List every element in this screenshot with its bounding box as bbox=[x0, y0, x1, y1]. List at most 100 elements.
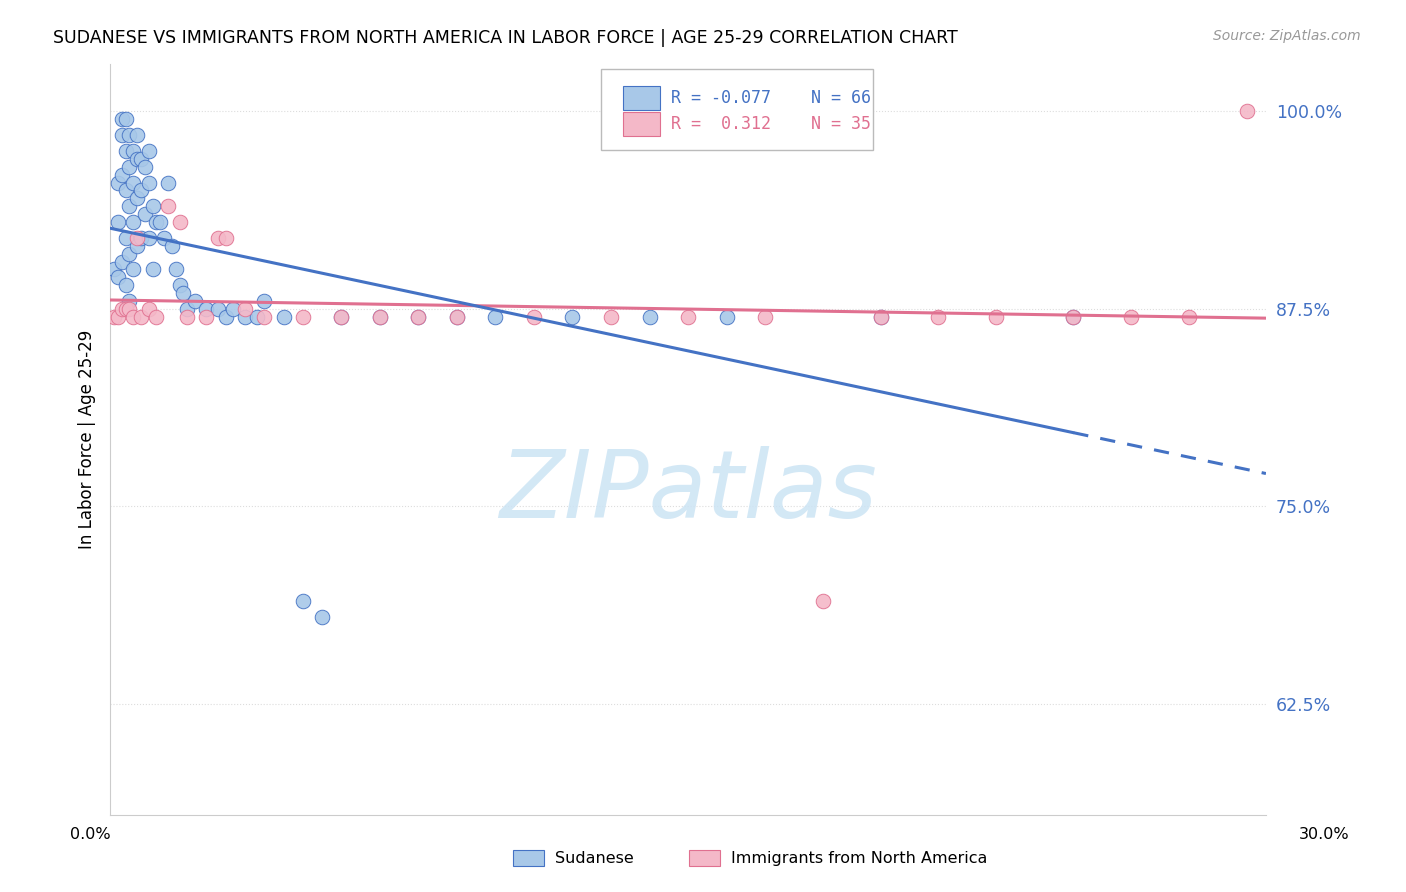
Point bbox=[129, 231, 152, 245]
Point bbox=[927, 310, 949, 324]
Point bbox=[484, 310, 506, 324]
Point bbox=[114, 112, 136, 127]
Point bbox=[368, 310, 391, 324]
Point bbox=[107, 215, 129, 229]
Point bbox=[134, 160, 156, 174]
Point bbox=[311, 610, 333, 624]
Point bbox=[138, 231, 160, 245]
Point bbox=[118, 199, 141, 213]
Point bbox=[129, 310, 152, 324]
Point bbox=[1236, 104, 1258, 119]
Point bbox=[291, 310, 314, 324]
Point bbox=[103, 262, 125, 277]
Bar bbox=[689, 850, 720, 866]
Text: 30.0%: 30.0% bbox=[1299, 827, 1350, 841]
Point bbox=[114, 301, 136, 316]
Point bbox=[253, 294, 276, 309]
Point bbox=[195, 310, 218, 324]
Point bbox=[160, 239, 183, 253]
Point bbox=[127, 191, 149, 205]
Point bbox=[600, 310, 623, 324]
Point bbox=[138, 301, 160, 316]
FancyBboxPatch shape bbox=[623, 86, 661, 110]
Point bbox=[330, 310, 353, 324]
Y-axis label: In Labor Force | Age 25-29: In Labor Force | Age 25-29 bbox=[79, 330, 96, 549]
Point bbox=[134, 207, 156, 221]
Point bbox=[523, 310, 546, 324]
Point bbox=[122, 176, 145, 190]
Point bbox=[114, 184, 136, 198]
Point bbox=[103, 310, 125, 324]
Point bbox=[127, 239, 149, 253]
Point bbox=[222, 301, 245, 316]
Point bbox=[129, 184, 152, 198]
Point bbox=[127, 231, 149, 245]
Text: Source: ZipAtlas.com: Source: ZipAtlas.com bbox=[1213, 29, 1361, 43]
Text: Sudanese: Sudanese bbox=[555, 851, 634, 865]
Point bbox=[184, 294, 207, 309]
Point bbox=[368, 310, 391, 324]
Point bbox=[408, 310, 430, 324]
Point bbox=[330, 310, 353, 324]
Point bbox=[233, 310, 256, 324]
Point bbox=[141, 262, 163, 277]
Point bbox=[118, 246, 141, 260]
Point bbox=[1178, 310, 1201, 324]
Point bbox=[114, 231, 136, 245]
Point bbox=[176, 310, 198, 324]
Point bbox=[233, 301, 256, 316]
Point bbox=[114, 278, 136, 293]
Text: SUDANESE VS IMMIGRANTS FROM NORTH AMERICA IN LABOR FORCE | AGE 25-29 CORRELATION: SUDANESE VS IMMIGRANTS FROM NORTH AMERIC… bbox=[53, 29, 957, 46]
Point bbox=[245, 310, 267, 324]
Point bbox=[986, 310, 1008, 324]
Point bbox=[111, 254, 134, 268]
Point bbox=[754, 310, 776, 324]
Point bbox=[118, 160, 141, 174]
Point bbox=[811, 594, 834, 608]
FancyBboxPatch shape bbox=[623, 112, 661, 136]
Point bbox=[446, 310, 468, 324]
Point bbox=[153, 231, 176, 245]
Point bbox=[107, 176, 129, 190]
Point bbox=[408, 310, 430, 324]
Point bbox=[869, 310, 891, 324]
FancyBboxPatch shape bbox=[602, 70, 873, 151]
Text: Immigrants from North America: Immigrants from North America bbox=[731, 851, 987, 865]
Point bbox=[111, 301, 134, 316]
Point bbox=[156, 176, 179, 190]
Point bbox=[176, 301, 198, 316]
Bar bbox=[513, 850, 544, 866]
Point bbox=[676, 310, 699, 324]
Point bbox=[165, 262, 187, 277]
Point bbox=[127, 128, 149, 143]
Point bbox=[156, 199, 179, 213]
Point bbox=[169, 215, 191, 229]
Text: R =  0.312    N = 35: R = 0.312 N = 35 bbox=[671, 115, 870, 133]
Point bbox=[111, 168, 134, 182]
Point bbox=[138, 176, 160, 190]
Text: 0.0%: 0.0% bbox=[70, 827, 111, 841]
Point bbox=[253, 310, 276, 324]
Point bbox=[215, 231, 238, 245]
Text: ZIPatlas: ZIPatlas bbox=[499, 446, 877, 537]
Point bbox=[145, 215, 167, 229]
Point bbox=[207, 231, 229, 245]
Point bbox=[195, 301, 218, 316]
Point bbox=[869, 310, 891, 324]
Point bbox=[1119, 310, 1142, 324]
Point bbox=[638, 310, 661, 324]
Point bbox=[172, 286, 194, 301]
Point bbox=[118, 294, 141, 309]
Point bbox=[111, 128, 134, 143]
Point bbox=[122, 215, 145, 229]
Point bbox=[122, 310, 145, 324]
Point bbox=[273, 310, 295, 324]
Point bbox=[1062, 310, 1084, 324]
Point bbox=[446, 310, 468, 324]
Point bbox=[145, 310, 167, 324]
Point bbox=[107, 270, 129, 285]
Point bbox=[107, 310, 129, 324]
Text: R = -0.077    N = 66: R = -0.077 N = 66 bbox=[671, 89, 870, 107]
Point bbox=[138, 144, 160, 158]
Point bbox=[141, 199, 163, 213]
